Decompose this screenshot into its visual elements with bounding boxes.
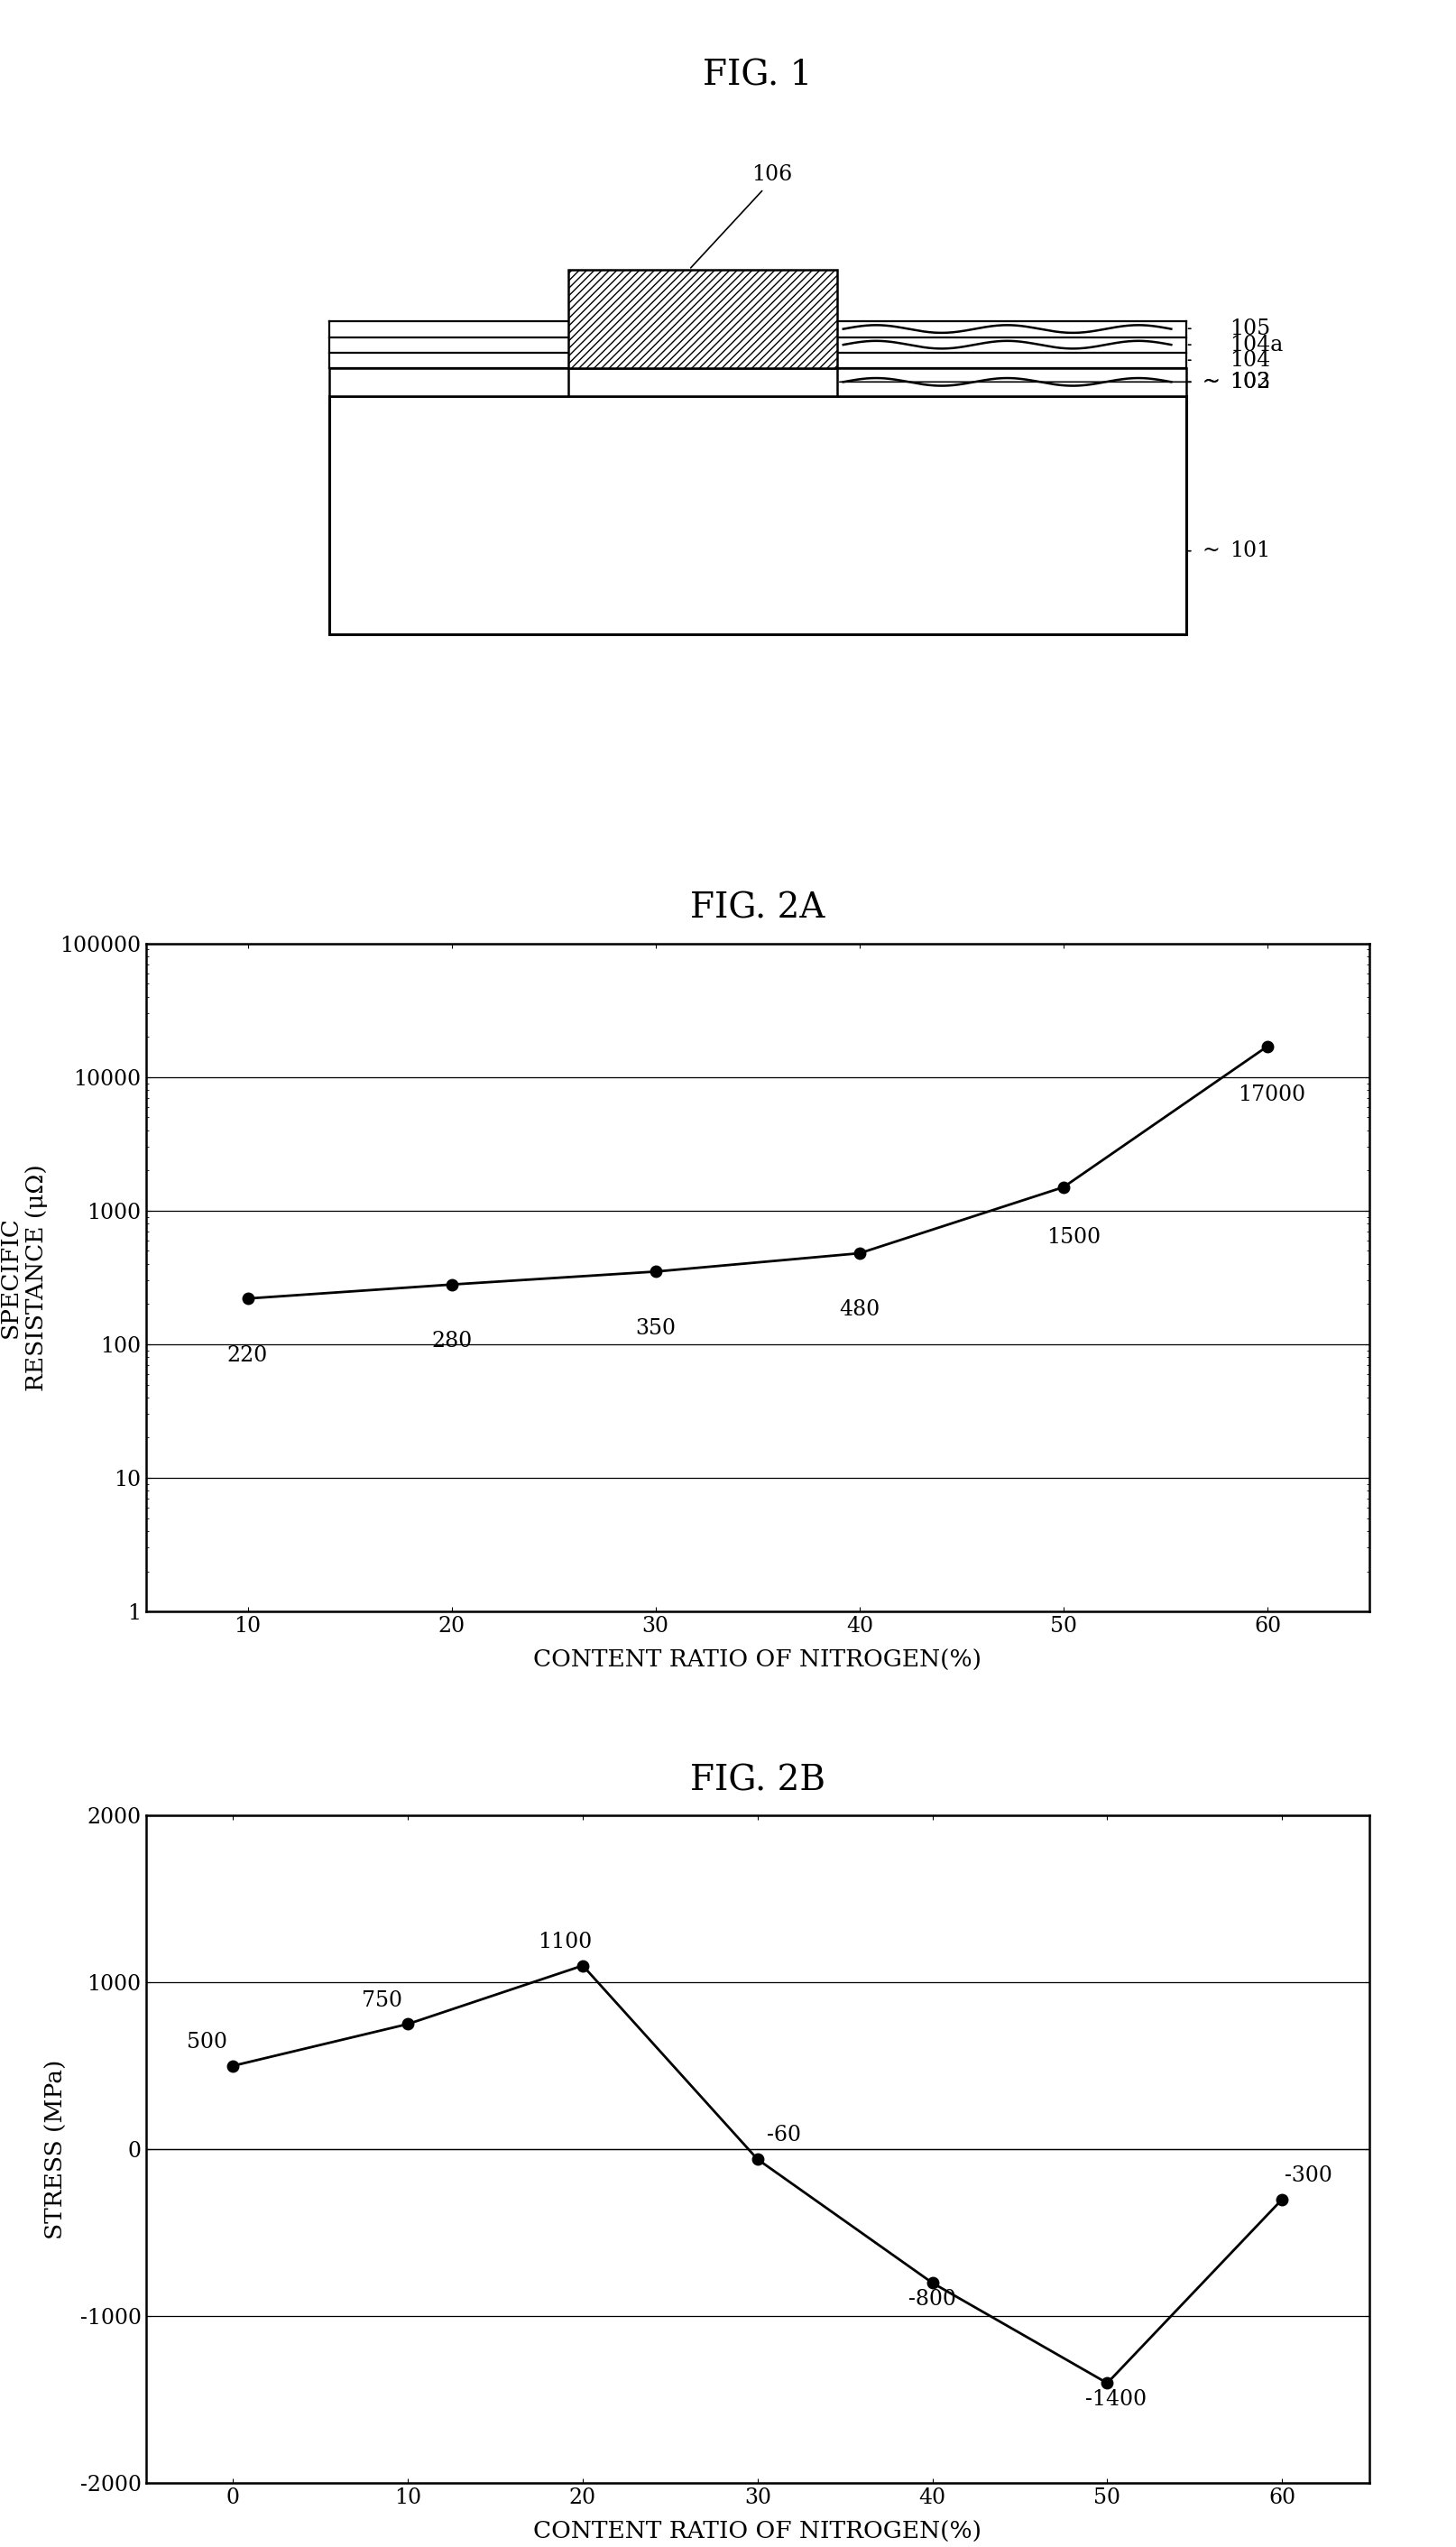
- Text: ~: ~: [1201, 372, 1219, 392]
- Text: 104a: 104a: [1229, 334, 1283, 354]
- X-axis label: CONTENT RATIO OF NITROGEN(%): CONTENT RATIO OF NITROGEN(%): [533, 2522, 981, 2544]
- Y-axis label: STRESS (MPa): STRESS (MPa): [45, 2061, 67, 2239]
- Text: 280: 280: [431, 1332, 472, 1352]
- Text: 350: 350: [635, 1317, 676, 1340]
- Text: 500: 500: [186, 2033, 227, 2053]
- Text: -300: -300: [1284, 2165, 1331, 2185]
- Y-axis label: SPECIFIC
RESISTANCE (μΩ): SPECIFIC RESISTANCE (μΩ): [0, 1164, 48, 1391]
- Text: FIG. 1: FIG. 1: [702, 59, 812, 92]
- Text: 17000: 17000: [1238, 1085, 1305, 1105]
- Text: -60: -60: [766, 2124, 801, 2147]
- Text: ~: ~: [1201, 540, 1219, 560]
- Title: FIG. 2B: FIG. 2B: [690, 1765, 824, 1798]
- Text: ~: ~: [1201, 372, 1219, 392]
- Text: 480: 480: [839, 1299, 879, 1319]
- Text: 105: 105: [1229, 318, 1270, 339]
- Bar: [329, 367, 1185, 395]
- Text: 102: 102: [1229, 372, 1270, 392]
- Text: 106: 106: [751, 166, 792, 186]
- Title: FIG. 2A: FIG. 2A: [690, 891, 824, 925]
- Bar: [568, 367, 837, 395]
- Text: -1400: -1400: [1085, 2389, 1146, 2409]
- Bar: [329, 395, 1185, 634]
- Text: -800: -800: [909, 2290, 955, 2310]
- Text: 101: 101: [1229, 540, 1270, 560]
- Text: 1100: 1100: [537, 1931, 593, 1951]
- Text: 104: 104: [1229, 349, 1270, 369]
- Text: 750: 750: [361, 1989, 402, 2010]
- Text: 103: 103: [1229, 372, 1270, 392]
- X-axis label: CONTENT RATIO OF NITROGEN(%): CONTENT RATIO OF NITROGEN(%): [533, 1648, 981, 1671]
- Text: 1500: 1500: [1045, 1228, 1101, 1248]
- Text: 220: 220: [227, 1345, 268, 1365]
- Bar: [568, 270, 837, 367]
